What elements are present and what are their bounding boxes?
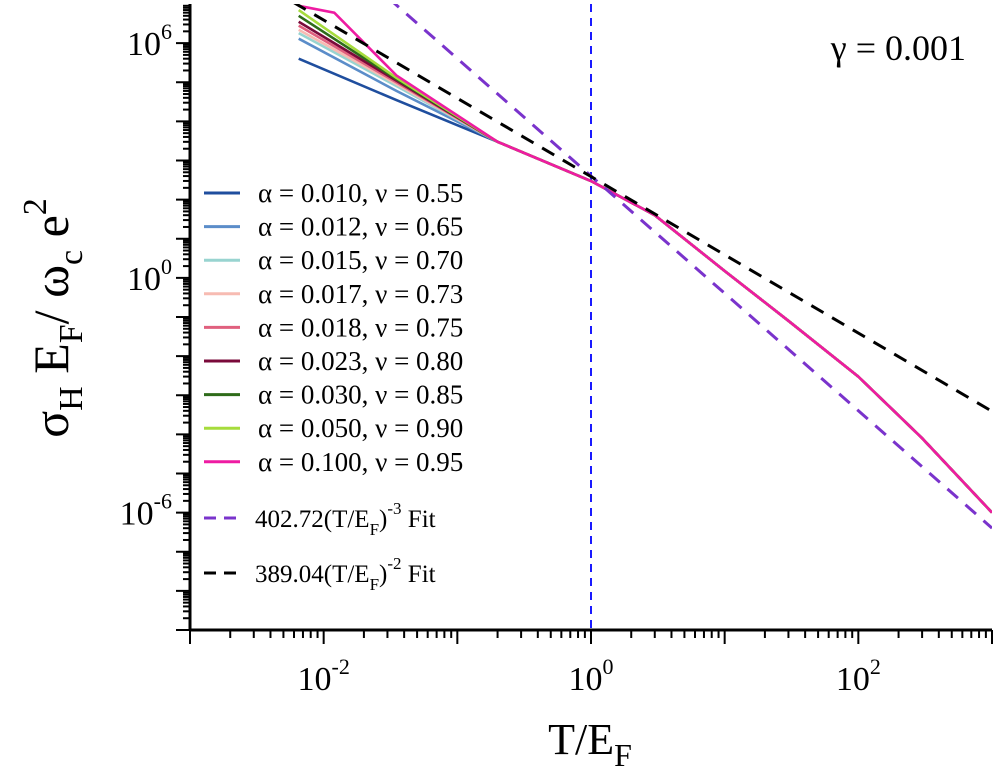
fit-paren: )	[379, 561, 387, 588]
y-label-sub-h: H	[53, 386, 90, 411]
legend-entry: α = 0.017, ν = 0.73	[258, 279, 463, 309]
x-tick-label: 102	[836, 654, 881, 698]
y-label-sigma: σ	[23, 411, 79, 438]
fit-coef: 389.04(T/E	[255, 561, 370, 588]
x-axis-label: T/EF	[548, 715, 632, 770]
legend-fit-entry: 402.72(T/EF)-3 Fit	[255, 499, 436, 539]
legend-entry: α = 0.015, ν = 0.70	[258, 245, 463, 275]
fit-sub-f: F	[370, 520, 379, 539]
fit-sub-f: F	[370, 575, 379, 594]
gamma-annotation: γ = 0.001	[830, 28, 966, 68]
x-tick-exponent: 0	[603, 654, 614, 679]
x-tick-label: 10-2	[298, 654, 350, 698]
fit-word: Fit	[402, 506, 436, 533]
y-tick-base: 10	[120, 496, 154, 533]
y-axis-label: σH EF/ ωc e2	[17, 198, 90, 438]
fit-exponent: -2	[387, 554, 401, 573]
y-tick-exponent: 0	[161, 254, 172, 279]
x-tick-exponent: -2	[332, 654, 350, 679]
x-tick-base: 10	[569, 661, 603, 698]
legend-entry: α = 0.100, ν = 0.95	[258, 447, 463, 477]
y-tick-exponent: 6	[161, 19, 172, 44]
x-tick-label: 100	[569, 654, 614, 698]
y-tick-label: 10-6	[120, 489, 172, 533]
legend-entry: α = 0.018, ν = 0.75	[258, 312, 463, 342]
x-tick-base: 10	[298, 661, 332, 698]
fit-exponent: -3	[387, 499, 401, 518]
y-label-e: E	[23, 343, 79, 386]
legend-fit-entry: 389.04(T/EF)-2 Fit	[255, 554, 436, 594]
x-tick-base: 10	[836, 661, 870, 698]
y-label-sub-f: F	[53, 324, 90, 343]
y-label-omega: / ω	[23, 265, 79, 324]
y-label-e2: e	[23, 215, 79, 250]
y-tick-base: 10	[127, 261, 161, 298]
y-tick-label: 100	[127, 254, 172, 298]
legend-entry: α = 0.012, ν = 0.65	[258, 212, 463, 242]
fit-word: Fit	[402, 561, 436, 588]
y-tick-label: 106	[127, 19, 172, 63]
legend-entry: α = 0.030, ν = 0.85	[258, 380, 463, 410]
y-tick-base: 10	[127, 26, 161, 63]
fit-line-power-2	[293, 4, 992, 413]
x-label-subscript: F	[614, 737, 632, 770]
x-label-main: T/E	[548, 715, 614, 764]
y-label-sub-c: c	[53, 250, 90, 265]
fit-coef: 402.72(T/E	[255, 506, 370, 533]
legend-entry: α = 0.050, ν = 0.90	[258, 413, 463, 443]
y-label-sup-2: 2	[17, 198, 54, 215]
legend-entry: α = 0.010, ν = 0.55	[258, 178, 463, 208]
y-tick-exponent: -6	[154, 489, 172, 514]
legend-entry: α = 0.023, ν = 0.80	[258, 346, 463, 376]
fit-paren: )	[379, 506, 387, 533]
x-tick-exponent: 2	[870, 654, 881, 679]
